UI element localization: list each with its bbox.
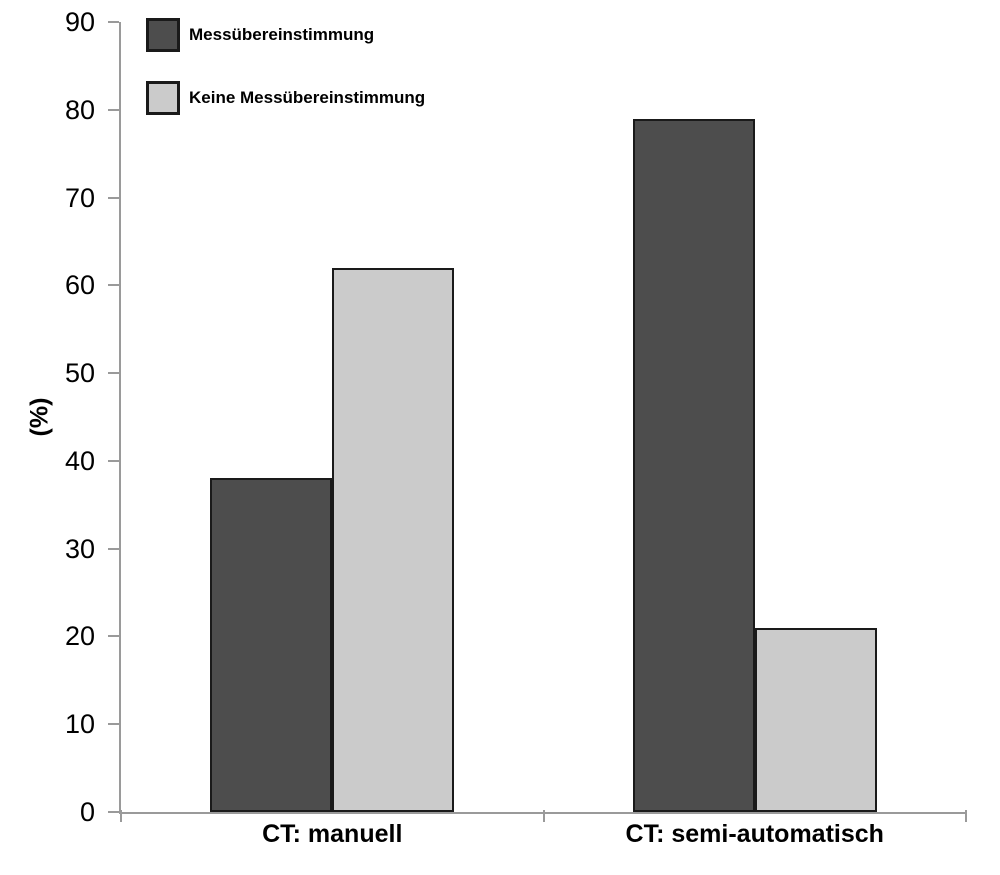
y-axis-tick	[108, 811, 119, 813]
x-axis-tick	[120, 810, 122, 822]
y-axis-tick-label: 80	[64, 94, 95, 125]
y-axis-tick-label: 90	[64, 7, 95, 37]
legend-label: Messübereinstimmung	[189, 25, 375, 44]
y-axis-tick	[108, 108, 119, 111]
y-axis-title: (%)	[25, 397, 54, 437]
y-axis-tick-label: 50	[64, 358, 95, 389]
x-axis-tick	[965, 810, 967, 822]
legend-swatch	[146, 18, 180, 52]
legend-swatch	[146, 81, 180, 115]
legend-label: Keine Messübereinstimmung	[189, 88, 426, 107]
bar-ct-manuell-messuebereinstimmung	[210, 478, 333, 812]
y-axis-tick-label: 70	[64, 182, 95, 213]
legend: Messübereinstimmung Keine Messübereinsti…	[146, 18, 425, 115]
x-category-label: CT: semi-automatisch	[625, 820, 884, 848]
x-category-label: CT: manuell	[262, 820, 403, 848]
y-axis-tick	[108, 284, 119, 287]
y-axis-tick	[108, 547, 119, 550]
bar-ct-semi-automatisch-keine-messuebereinstimmung	[754, 627, 877, 812]
bar-ct-semi-automatisch-messuebereinstimmung	[632, 118, 755, 812]
y-axis-tick	[108, 21, 119, 23]
y-axis-tick	[108, 196, 119, 199]
y-axis-tick	[108, 459, 119, 462]
y-axis-tick-label: 10	[64, 709, 95, 740]
legend-entry-no-agreement: Keine Messübereinstimmung	[146, 81, 425, 115]
bar-ct-manuell-keine-messuebereinstimmung	[332, 267, 455, 812]
y-axis-tick-label: 30	[64, 533, 95, 564]
y-axis-tick-label: 20	[64, 621, 95, 652]
y-axis-tick-label: 60	[64, 270, 95, 301]
y-axis-tick	[108, 635, 119, 638]
y-axis-tick-label: 40	[64, 445, 95, 476]
plot-area: 0 10 20 30 40 50 60 70 80 90 CT: manuell CT: semi-a…	[65, 9, 967, 848]
x-axis-tick	[542, 810, 545, 822]
y-axis-tick	[108, 723, 119, 726]
y-axis-tick-label: 0	[79, 797, 95, 827]
legend-entry-agreement: Messübereinstimmung	[146, 18, 425, 52]
y-axis-tick	[108, 372, 119, 375]
